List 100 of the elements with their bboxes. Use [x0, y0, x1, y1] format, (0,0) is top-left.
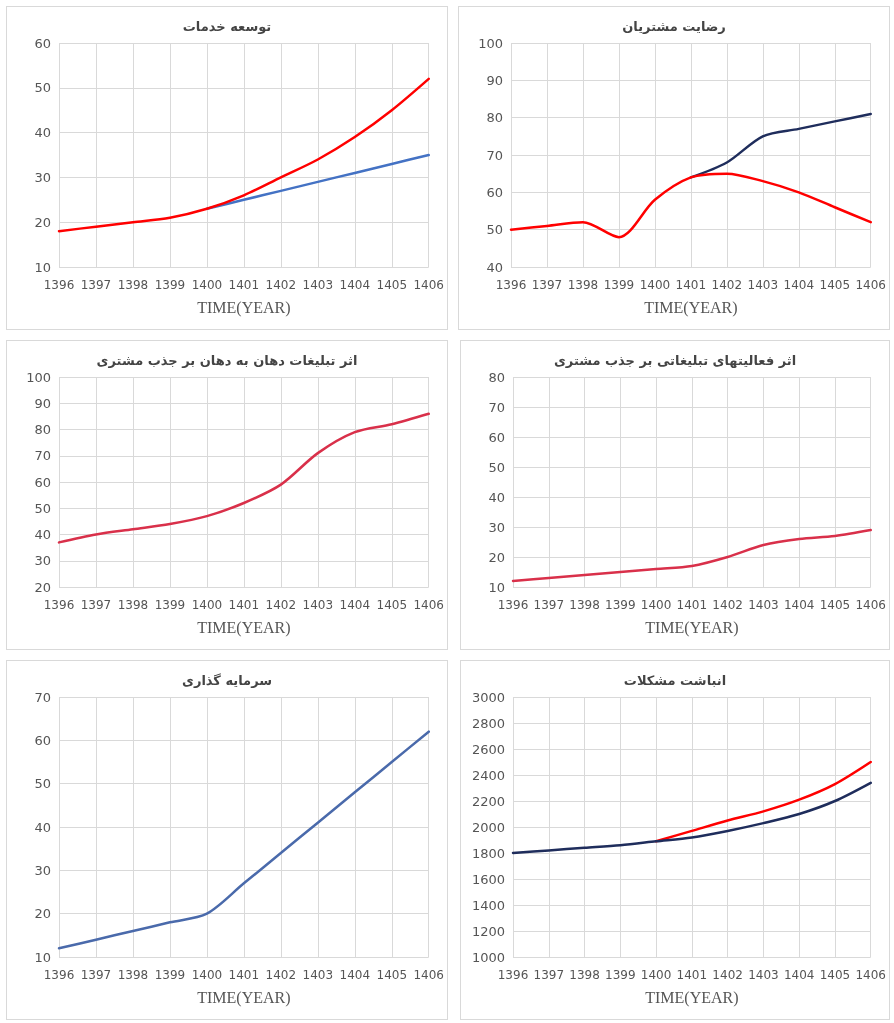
y-tick-label: 10	[34, 259, 51, 275]
chart-title: توسعه خدمات	[182, 19, 272, 34]
y-tick-label: 1200	[471, 923, 505, 939]
x-tick-label: 1404	[339, 968, 371, 982]
y-tick-label: 90	[486, 72, 503, 88]
y-tick-label: 2200	[471, 793, 505, 809]
y-tick-label: 20	[34, 579, 51, 595]
y-tick-label: 50	[34, 500, 51, 516]
x-tick-label: 1401	[228, 278, 260, 292]
y-tick-label: 1800	[471, 845, 505, 861]
x-tick-label: 1396	[43, 278, 75, 292]
x-tick-label: 1398	[117, 278, 149, 292]
x-axis-title: TIME(YEAR)	[645, 988, 739, 1007]
y-tick-label: 30	[34, 862, 51, 878]
x-tick-label: 1399	[154, 968, 186, 982]
line-series	[511, 528, 872, 583]
x-tick-label: 1396	[497, 968, 529, 982]
x-tick-label: 1400	[191, 278, 223, 292]
x-tick-label: 1401	[228, 598, 260, 612]
x-tick-label: 1404	[783, 278, 815, 292]
x-tick-label: 1405	[819, 968, 851, 982]
y-tick-label: 50	[486, 222, 503, 238]
x-tick-label: 1396	[497, 598, 529, 612]
x-tick-label: 1405	[819, 278, 851, 292]
x-tick-label: 1403	[747, 278, 779, 292]
y-tick-label: 60	[486, 184, 503, 200]
x-tick-label: 1398	[569, 968, 600, 982]
x-tick-label: 1396	[43, 968, 75, 982]
x-tick-label: 1400	[640, 598, 672, 612]
x-tick-label: 1406	[855, 598, 886, 612]
y-tick-label: 30	[34, 169, 51, 185]
x-tick-label: 1401	[676, 968, 708, 982]
y-tick-label: 90	[34, 395, 51, 411]
x-tick-label: 1396	[43, 598, 75, 612]
x-tick-label: 1402	[265, 968, 297, 982]
x-tick-label: 1406	[855, 278, 886, 292]
y-tick-label: 1400	[471, 897, 505, 913]
x-tick-label: 1397	[80, 968, 112, 982]
x-tick-label: 1401	[676, 598, 708, 612]
y-tick-label: 100	[26, 369, 51, 385]
x-tick-label: 1406	[855, 968, 886, 982]
y-tick-label: 20	[488, 549, 505, 565]
y-tick-label: 70	[34, 448, 51, 464]
x-tick-label: 1406	[413, 968, 444, 982]
y-tick-label: 50	[34, 776, 51, 792]
x-tick-label: 1402	[712, 968, 743, 982]
x-tick-label: 1402	[265, 598, 297, 612]
y-tick-label: 2000	[471, 819, 505, 835]
x-tick-label: 1396	[495, 278, 527, 292]
x-axis-title: TIME(YEAR)	[197, 298, 291, 317]
y-tick-label: 3000	[471, 689, 505, 705]
y-tick-label: 1600	[471, 871, 505, 887]
y-tick-label: 60	[488, 429, 505, 445]
x-axis-title: TIME(YEAR)	[197, 618, 291, 637]
x-tick-label: 1403	[302, 278, 334, 292]
y-tick-label: 80	[486, 110, 503, 126]
line-series	[57, 412, 430, 544]
x-tick-label: 1403	[302, 598, 334, 612]
y-tick-label: 70	[486, 147, 503, 163]
line-series	[511, 781, 872, 855]
x-axis-title: TIME(YEAR)	[644, 298, 738, 317]
x-tick-label: 1399	[154, 278, 186, 292]
x-tick-label: 1398	[569, 598, 600, 612]
y-tick-label: 100	[478, 35, 503, 51]
x-tick-label: 1398	[117, 968, 149, 982]
x-tick-label: 1403	[748, 968, 779, 982]
x-tick-label: 1405	[819, 598, 851, 612]
y-tick-label: 10	[488, 579, 505, 595]
x-tick-label: 1401	[675, 278, 707, 292]
y-tick-label: 50	[34, 80, 51, 96]
x-tick-label: 1403	[748, 598, 779, 612]
chart-title: اثر تبلیغات دهان به دهان بر جذب مشتری	[96, 353, 358, 368]
x-axis-title: TIME(YEAR)	[645, 618, 739, 637]
line-series	[57, 730, 430, 950]
y-tick-label: 20	[34, 906, 51, 922]
y-tick-label: 10	[34, 949, 51, 965]
y-tick-label: 20	[34, 214, 51, 230]
x-tick-label: 1402	[711, 278, 743, 292]
y-tick-label: 60	[34, 732, 51, 748]
x-tick-label: 1401	[228, 968, 260, 982]
x-tick-label: 1400	[191, 598, 223, 612]
line-series	[689, 112, 872, 179]
chart-title: اثر فعالیتهای تبلیغاتی بر جذب مشتری	[553, 353, 797, 368]
x-tick-label: 1397	[533, 598, 565, 612]
x-tick-label: 1405	[376, 968, 408, 982]
x-tick-label: 1398	[117, 598, 149, 612]
y-tick-label: 2600	[471, 741, 505, 757]
x-tick-label: 1404	[339, 598, 371, 612]
y-tick-label: 70	[34, 689, 51, 705]
y-tick-label: 80	[488, 369, 505, 385]
x-tick-label: 1406	[413, 598, 444, 612]
x-tick-label: 1399	[605, 598, 636, 612]
x-tick-label: 1405	[376, 598, 408, 612]
x-tick-label: 1402	[712, 598, 743, 612]
y-tick-label: 70	[488, 399, 505, 415]
x-tick-label: 1398	[567, 278, 599, 292]
y-tick-label: 40	[34, 125, 51, 141]
x-tick-label: 1397	[533, 968, 565, 982]
x-tick-label: 1397	[80, 598, 112, 612]
y-tick-label: 40	[34, 527, 51, 542]
